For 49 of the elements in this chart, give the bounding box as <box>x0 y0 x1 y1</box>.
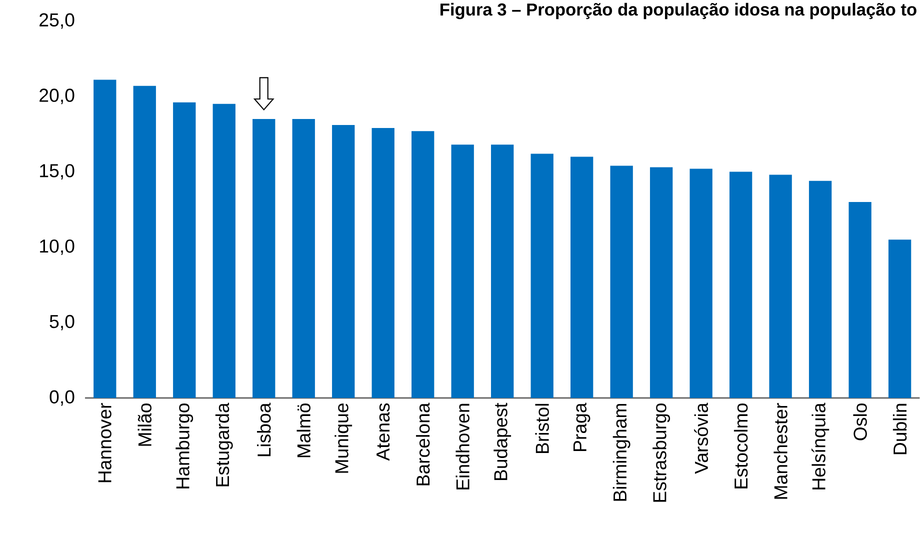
bar <box>94 80 116 398</box>
x-tick-label: Varsóvia <box>694 402 708 474</box>
y-tick-label: 5,0 <box>50 314 74 330</box>
x-tick-label: Manchester <box>774 403 788 499</box>
bar <box>690 168 712 398</box>
y-tick-label: 20,0 <box>40 88 74 104</box>
bar <box>252 119 276 398</box>
bar <box>610 166 633 398</box>
bar <box>729 172 752 398</box>
bar <box>173 102 196 398</box>
x-tick-label: Milão <box>138 403 152 446</box>
x-tick-label: Atenas <box>376 403 390 461</box>
bar <box>650 167 673 398</box>
chart-title: Figura 3 – Proporção da população idosa na população to <box>440 2 916 20</box>
x-tick-label: Praga <box>573 402 590 451</box>
bar <box>372 128 394 398</box>
x-tick-label: Hannover <box>98 403 112 482</box>
x-tick-label: Birmingham <box>612 404 630 501</box>
bar <box>570 156 594 398</box>
bar <box>412 131 434 398</box>
bar <box>769 174 792 398</box>
x-tick-label: Lisboa <box>257 402 271 456</box>
x-tick-label: Munique <box>334 404 352 473</box>
bar <box>848 202 872 398</box>
bar <box>888 240 912 398</box>
y-tick-label: 10,0 <box>40 239 74 255</box>
x-tick-label: Budapest <box>494 402 512 480</box>
x-tick-label: Helsínquia <box>811 402 830 490</box>
bar <box>332 125 355 398</box>
x-tick-label: Dublin <box>892 404 907 454</box>
x-tick-label: Hamburgo <box>176 403 194 488</box>
y-tick-label: 25,0 <box>40 13 74 29</box>
bar <box>212 104 236 398</box>
x-tick-label: Barcelona <box>416 402 430 486</box>
x-tick-label: Malmö <box>296 403 310 458</box>
bar <box>530 154 554 398</box>
bar <box>491 144 514 398</box>
y-tick-label: 15,0 <box>40 164 74 180</box>
bar <box>808 180 832 398</box>
bar <box>292 119 315 398</box>
x-tick-label: Estrasburgo <box>652 403 670 502</box>
y-tick-label: 0,0 <box>50 390 74 406</box>
x-tick-label: Estocolmo <box>734 403 748 488</box>
x-tick-label: Bristol <box>535 404 549 454</box>
bar <box>133 86 156 398</box>
x-tick-label: Oslo <box>853 403 867 440</box>
x-tick-label: Estugarda <box>215 402 233 486</box>
bar <box>451 144 474 398</box>
x-tick-label: Eindhoven <box>456 404 470 490</box>
